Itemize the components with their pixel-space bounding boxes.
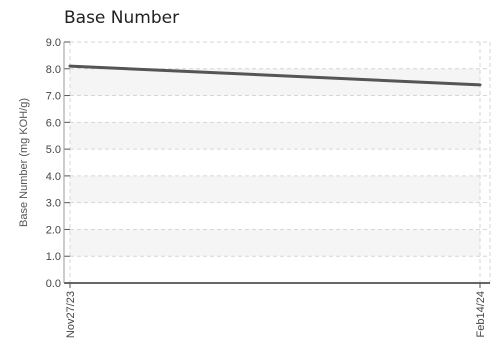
y-axis-label: Base Number (mg KOH/g) (18, 98, 30, 227)
alternating-bands (70, 68, 480, 257)
axes (63, 41, 490, 288)
y-tick-label: 4.0 (46, 171, 61, 183)
y-tick-label: 2.0 (46, 224, 61, 236)
series-line (68, 64, 482, 87)
x-tick-label: Nov27/23 (65, 291, 77, 338)
y-tick-label: 9.0 (46, 37, 61, 49)
band (70, 229, 480, 257)
series-lines (68, 64, 482, 87)
y-tick-labels: 0.0 1.0 2.0 3.0 4.0 5.0 6.0 7.0 8.0 9.0 (46, 37, 61, 290)
y-tick-label: 6.0 (46, 117, 61, 129)
x-tick-label: Feb14/24 (475, 291, 487, 337)
y-tick-label: 0.0 (46, 278, 61, 290)
band (70, 175, 480, 203)
gridlines (69, 41, 491, 283)
y-tick-label: 1.0 (46, 251, 61, 263)
y-tick-label: 3.0 (46, 198, 61, 210)
chart-title: Base Number (64, 8, 180, 28)
x-tick-labels: Nov27/23 Feb14/24 (65, 291, 487, 338)
y-tick-label: 5.0 (46, 144, 61, 156)
band (70, 122, 480, 150)
y-tick-label: 8.0 (46, 64, 61, 76)
y-tick-label: 7.0 (46, 91, 61, 103)
